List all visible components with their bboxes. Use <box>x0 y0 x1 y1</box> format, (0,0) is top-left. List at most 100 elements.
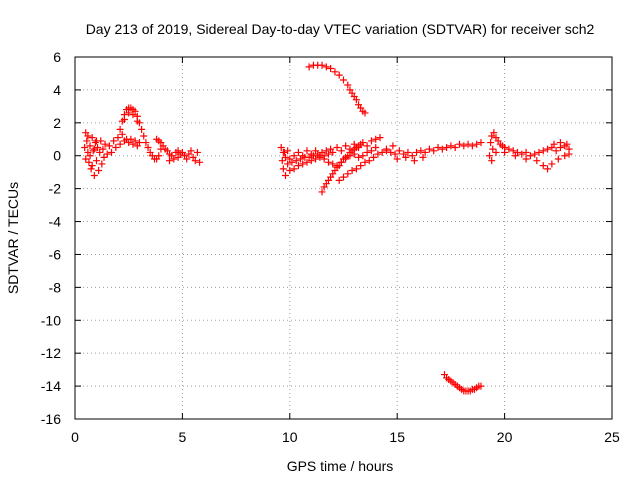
data-point <box>451 144 459 151</box>
data-point <box>404 148 412 156</box>
data-point <box>144 144 152 151</box>
data-point <box>303 147 311 155</box>
data-point <box>322 63 330 71</box>
data-point <box>86 152 94 160</box>
x-tick-label: 25 <box>604 429 620 445</box>
data-point <box>331 68 339 76</box>
data-point <box>417 147 425 155</box>
data-point <box>110 137 118 145</box>
data-point <box>116 140 124 148</box>
data-point <box>98 160 106 168</box>
x-tick-label: 10 <box>282 429 298 445</box>
data-point <box>290 165 298 173</box>
data-point <box>85 158 93 166</box>
data-point <box>114 134 122 142</box>
data-point <box>196 158 204 166</box>
data-point <box>363 142 371 150</box>
data-point <box>294 148 302 156</box>
data-point <box>292 157 300 165</box>
data-point <box>359 152 367 160</box>
data-point <box>438 145 446 153</box>
y-tick-label: -4 <box>49 214 62 230</box>
y-tick-label: -8 <box>49 279 62 295</box>
y-tick-label: -12 <box>41 345 61 361</box>
data-point <box>402 153 410 161</box>
data-points <box>81 61 573 395</box>
data-point <box>455 140 463 148</box>
data-point <box>312 147 320 155</box>
data-point <box>361 109 369 117</box>
data-point <box>382 145 390 153</box>
data-point <box>127 135 135 143</box>
series-late-band <box>486 129 573 173</box>
plot-frame <box>74 56 613 420</box>
data-point <box>99 145 107 153</box>
data-point <box>408 152 416 160</box>
data-point <box>487 139 495 147</box>
data-point <box>335 71 343 79</box>
data-point <box>357 140 365 148</box>
chart-title: Day 213 of 2019, Sidereal Day-to-day VTE… <box>86 21 595 37</box>
data-point <box>307 157 315 165</box>
data-point <box>344 81 352 89</box>
data-point <box>305 63 313 71</box>
x-tick-label: 20 <box>497 429 513 445</box>
data-point <box>284 160 292 168</box>
data-point <box>391 150 399 158</box>
data-point <box>372 144 380 151</box>
y-tick-label: 0 <box>53 148 61 164</box>
data-point <box>393 155 401 163</box>
data-point <box>447 142 455 150</box>
data-point <box>294 162 302 170</box>
data-point <box>329 148 337 156</box>
data-point <box>531 150 539 158</box>
data-point <box>284 147 292 155</box>
data-point <box>140 132 148 140</box>
data-point <box>425 145 433 153</box>
data-point <box>430 147 438 155</box>
data-point <box>95 167 103 175</box>
data-point <box>90 171 98 179</box>
data-point <box>554 155 562 163</box>
series-upper-arc <box>305 61 369 117</box>
data-point <box>410 157 418 165</box>
data-point <box>370 153 378 161</box>
data-point <box>473 140 481 148</box>
data-point <box>522 155 530 163</box>
data-point <box>279 165 287 173</box>
x-tick-label: 0 <box>71 429 79 445</box>
data-point <box>518 150 526 158</box>
data-point <box>116 125 124 133</box>
data-point <box>511 152 519 160</box>
data-point <box>468 142 476 150</box>
data-point <box>367 147 375 155</box>
data-point <box>492 148 500 156</box>
data-point <box>135 139 143 147</box>
data-point <box>556 139 564 147</box>
data-point <box>372 135 380 143</box>
data-point <box>327 65 335 73</box>
data-point <box>329 160 337 168</box>
data-point <box>91 139 99 147</box>
data-point <box>324 150 332 158</box>
data-point <box>522 148 530 156</box>
data-point <box>318 188 326 196</box>
data-point <box>357 162 365 170</box>
data-point <box>303 158 311 166</box>
data-point <box>286 155 294 163</box>
data-point <box>477 139 485 147</box>
data-point <box>413 148 421 156</box>
data-point <box>92 137 100 145</box>
data-point <box>539 162 547 170</box>
data-point <box>464 140 472 148</box>
data-point <box>88 134 96 142</box>
data-point <box>563 140 571 148</box>
data-point <box>544 145 552 153</box>
data-point <box>361 158 369 166</box>
data-point <box>526 152 534 160</box>
data-point <box>120 116 128 124</box>
series-early-scatter <box>81 129 143 179</box>
data-point <box>550 140 558 148</box>
series-lower-arc <box>440 371 485 395</box>
